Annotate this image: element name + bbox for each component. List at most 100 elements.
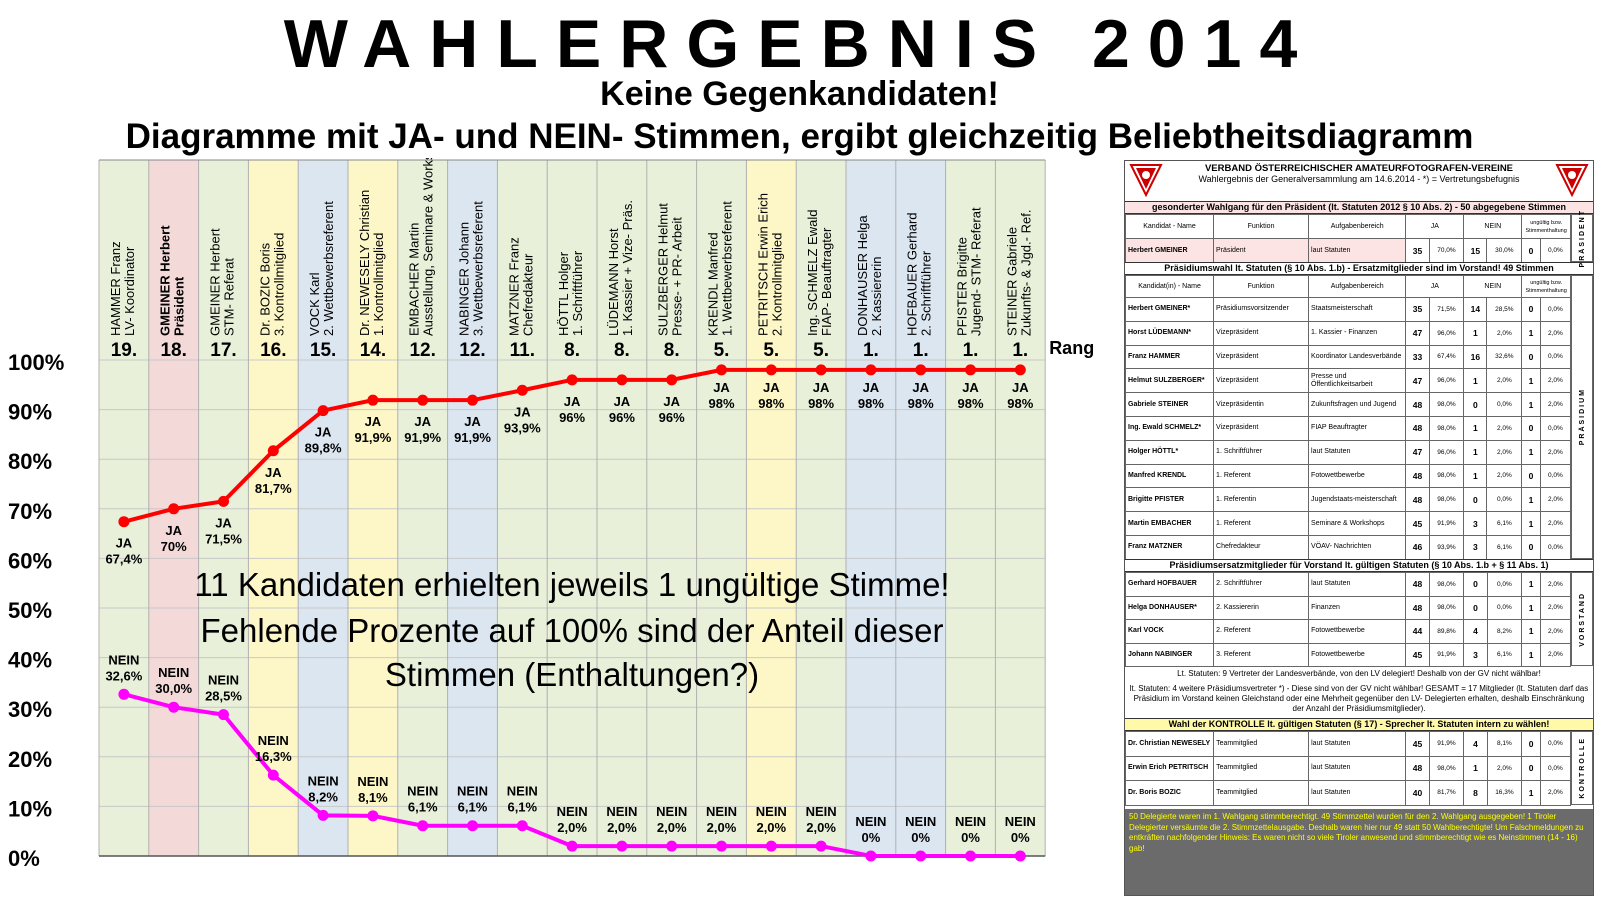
column-background (447, 160, 498, 856)
column-header: NEIN (1463, 214, 1523, 239)
vooav-logo-icon (1129, 164, 1163, 197)
area-cell: laut Statuten (1308, 572, 1407, 597)
nein-data-point (566, 840, 578, 852)
invalid-count-cell: 1 (1521, 439, 1541, 465)
candidate-label: PETRITSCH Erwin Erich2. Kontrollmitglied (755, 193, 784, 336)
nein-count-cell: 1 (1463, 320, 1488, 346)
invalid-count-cell: 0 (1521, 238, 1541, 263)
ja-data-point (367, 394, 379, 406)
table-row: Herbert GMEINER* Präsidiumsvorsitzender St… (1124, 297, 1572, 322)
nein-count-cell: 3 (1463, 534, 1488, 560)
nein-data-point (666, 840, 678, 852)
ja-series-name: JA (962, 380, 979, 395)
column-background (497, 160, 548, 856)
nein-series-name: NEIN (606, 804, 637, 819)
candidate-name-cell: Franz MATZNER (1124, 534, 1215, 560)
ja-percent-cell: 67,4% (1428, 344, 1465, 370)
rank-label: 14. (360, 340, 386, 361)
candidate-label: LÜDEMANN Horst1. Kassier + Vize- Präs. (606, 200, 635, 336)
y-tick-label: 80% (8, 449, 52, 474)
candidate-label: GMEINER HerbertSTM- Referat (208, 228, 237, 336)
candidate-name-cell: Manfred KRENDL (1124, 463, 1215, 489)
rank-label: 5. (813, 340, 829, 361)
ja-data-label: 98% (957, 396, 983, 411)
candidate-role: Präsident (172, 276, 187, 336)
ja-series-name: JA (813, 380, 830, 395)
y-tick-label: 0% (8, 846, 40, 871)
ja-count-cell: 48 (1405, 572, 1430, 597)
nein-percent-cell: 2,0% (1486, 368, 1523, 394)
nein-percent-cell: 2,0% (1486, 463, 1523, 489)
candidate-name-cell: Dr. Boris BOZIC (1124, 780, 1215, 806)
candidate-name: Ing. SCHMELZ Ewald (805, 210, 820, 336)
nein-series-name: NEIN (108, 652, 139, 667)
ja-data-point (168, 503, 180, 515)
nein-series-name: NEIN (357, 774, 388, 789)
function-cell: 2. Referent (1213, 619, 1310, 644)
function-cell: Teammitglied (1213, 755, 1310, 781)
ja-percent-cell: 91,9% (1428, 731, 1465, 757)
ja-series-name: JA (614, 394, 631, 409)
invalid-percent-cell: 2,0% (1539, 780, 1572, 806)
function-cell: Vizepräsident (1213, 344, 1310, 370)
y-tick-label: 20% (8, 747, 52, 772)
ja-count-cell: 47 (1405, 439, 1430, 465)
invalid-count-cell: 1 (1521, 619, 1541, 644)
column-background (547, 160, 597, 856)
ja-data-label: 91,9% (404, 430, 441, 445)
organization-name: VERBAND ÖSTERREICHISCHER AMATEURFOTOGRAF… (1204, 163, 1514, 174)
y-tick-label: 100% (8, 350, 64, 375)
ja-data-point (815, 364, 827, 376)
ja-series-name: JA (365, 414, 382, 429)
candidate-name: PFISTER Brigitte (955, 237, 970, 336)
nein-percent-cell: 2,0% (1486, 320, 1523, 346)
nein-count-cell: 0 (1463, 487, 1488, 513)
candidate-role: 2. Schriftführer (919, 250, 934, 336)
y-tick-label: 10% (8, 796, 52, 821)
nein-data-label: 2,0% (756, 820, 786, 835)
rank-label: 5. (714, 340, 730, 361)
candidate-label: DONHAUSER Helga2. Kassiererin (855, 215, 884, 336)
ja-count-cell: 33 (1405, 344, 1430, 370)
ja-count-cell: 48 (1405, 595, 1430, 620)
candidate-name-cell: Martin EMBACHER (1124, 511, 1215, 536)
panel-header: VERBAND ÖSTERREICHISCHER AMATEURFOTOGRAF… (1125, 161, 1593, 205)
nein-data-label: 32,6% (105, 668, 142, 683)
area-cell: FIAP Beauftragter (1308, 415, 1407, 441)
area-cell: Seminare & Workshops (1308, 511, 1407, 536)
vooav-logo-icon (1555, 164, 1589, 197)
nein-count-cell: 1 (1463, 463, 1488, 489)
nein-data-label: 28,5% (205, 689, 242, 704)
ja-count-cell: 45 (1405, 511, 1430, 536)
nein-data-label: 8,1% (358, 790, 388, 805)
candidate-label: STEINER GabrieleZukunfts- & Jgd.- Ref. (1004, 210, 1033, 336)
candidate-role: STM- Referat (222, 258, 237, 336)
side-label-kontrolle-text: KONTROLLE (1578, 737, 1586, 799)
ja-percent-cell: 98,0% (1428, 392, 1465, 417)
rank-label: 8. (614, 340, 630, 361)
nein-count-cell: 1 (1463, 755, 1488, 781)
panel-subtitle: Wahlergebnis der Generalversammlung am 1… (1198, 174, 1520, 184)
function-cell: 1. Referent (1213, 463, 1310, 489)
column-header: JA (1405, 275, 1465, 298)
column-background (597, 160, 647, 856)
ja-data-point (666, 374, 678, 386)
column-header: ungültig bzw. Stimmenthaltung (1521, 214, 1571, 239)
nein-series-name: NEIN (308, 773, 339, 788)
table-row: Martin EMBACHER 1. Referent Seminare & Wor… (1124, 511, 1572, 536)
nein-data-point (716, 840, 727, 852)
rank-label: 5. (763, 340, 779, 361)
ja-data-label: 71,5% (205, 531, 242, 546)
ja-percent-cell: 96,0% (1428, 439, 1465, 465)
nein-percent-cell: 6,1% (1486, 642, 1523, 667)
nein-percent-cell: 6,1% (1486, 511, 1523, 536)
nein-count-cell: 1 (1463, 415, 1488, 441)
nein-series-name: NEIN (258, 733, 289, 748)
candidate-label: GMEINER HerbertPräsident (158, 225, 187, 336)
candidate-role: Zukunfts- & Jgd.- Ref. (1018, 210, 1033, 336)
ja-data-point (467, 394, 478, 406)
invalid-percent-cell: 2,0% (1539, 595, 1572, 620)
ja-data-label: 98% (1007, 396, 1033, 411)
note-praesidiumsvertreter: lt. Statuten: 4 weitere Präsidiumsvertre… (1129, 684, 1589, 713)
invalid-percent-cell: 2,0% (1539, 619, 1572, 644)
